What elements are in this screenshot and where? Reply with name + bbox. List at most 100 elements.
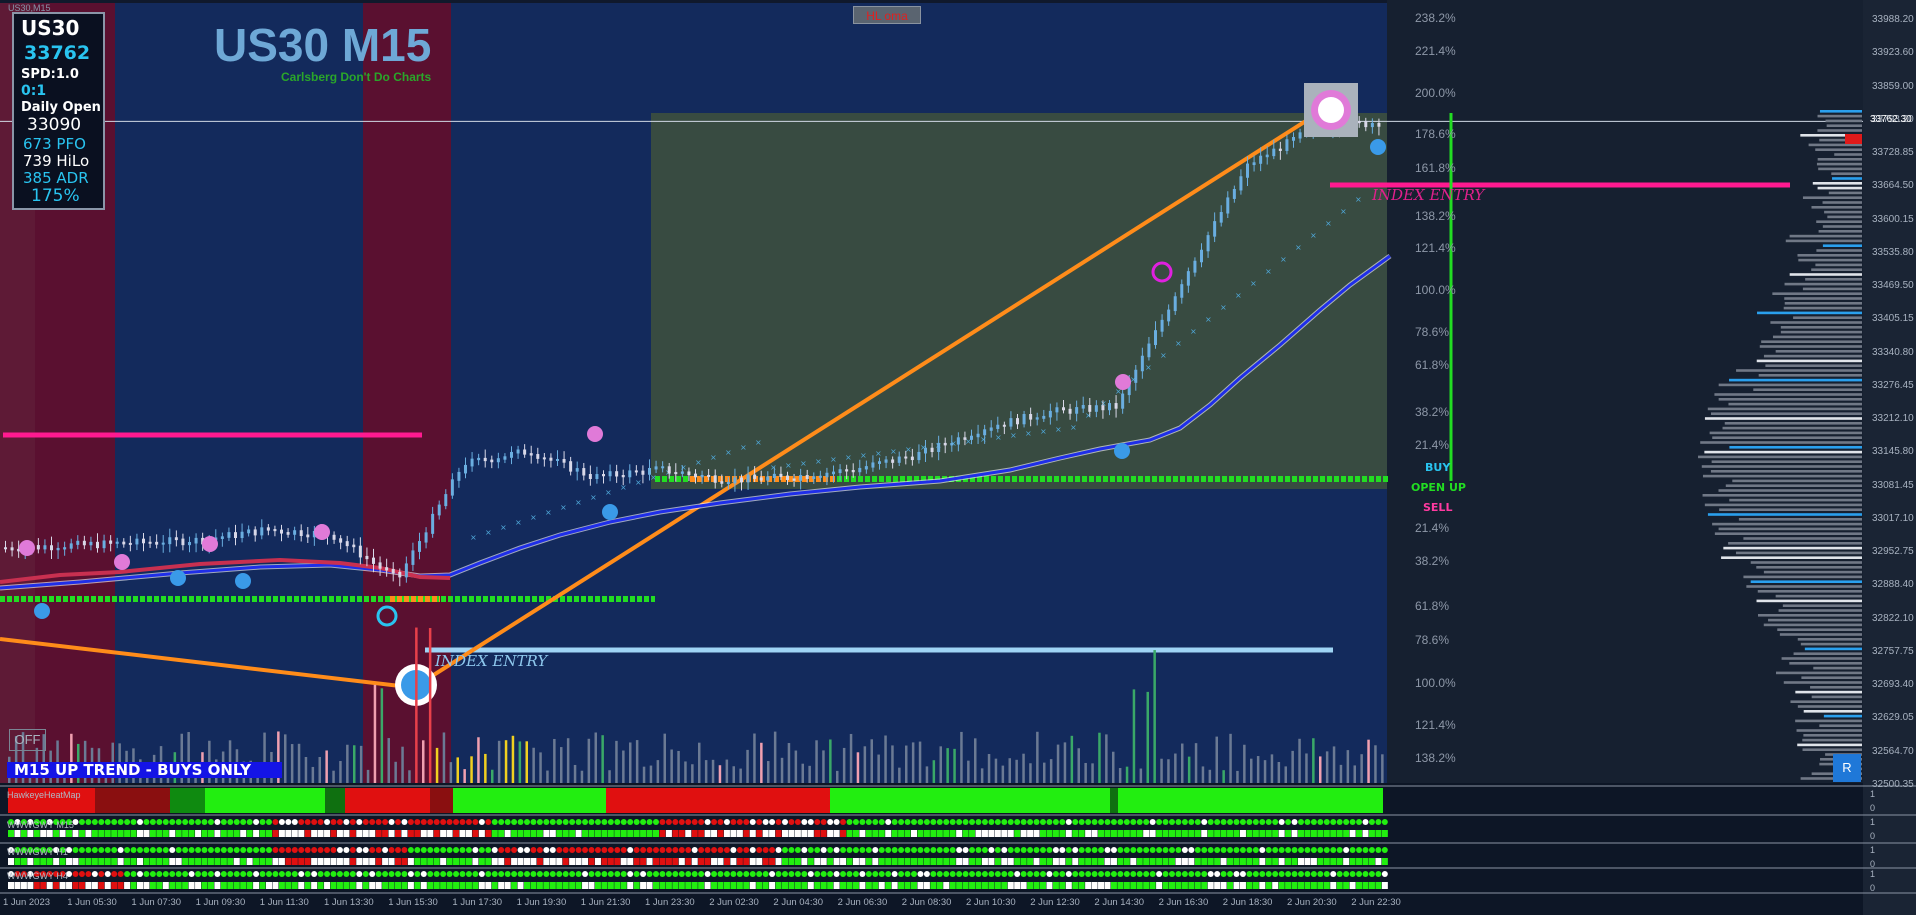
candle-body-170 — [1121, 393, 1125, 409]
candle-body-130 — [858, 467, 862, 473]
dots-h4-bot-171 — [1110, 882, 1117, 889]
dots-h1 — [8, 847, 1388, 865]
dots-m15-bot-115 — [749, 830, 756, 837]
off-button[interactable]: OFF — [9, 729, 46, 751]
dots-m15-bot-124 — [807, 830, 814, 837]
dots-h4-top-82 — [536, 871, 543, 877]
time-tick-19: 2 Jun 18:30 — [1222, 897, 1273, 908]
profile-bar-68 — [1712, 436, 1862, 439]
dots-h4-bot-22 — [149, 882, 156, 889]
dots-m15-bot-42 — [278, 830, 285, 837]
dots-m15-top-197 — [1278, 819, 1285, 825]
candle-body-38 — [253, 529, 257, 536]
volume-bar-176 — [1222, 770, 1225, 783]
dots-h1-bot-142 — [923, 858, 930, 865]
r-button[interactable]: R — [1833, 754, 1861, 782]
volume-bar-127 — [884, 735, 887, 783]
candle-body-36 — [240, 531, 244, 539]
dots-h1-bot-136 — [885, 858, 892, 865]
candle-body-96 — [634, 470, 638, 473]
candle-body-80 — [529, 453, 533, 456]
profile-bar-40 — [1784, 302, 1862, 305]
dots-h4-bot-156 — [1014, 882, 1021, 889]
dots-h1-top-114 — [743, 847, 750, 853]
profile-bar-81 — [1729, 498, 1862, 502]
dots-h1-top-39 — [259, 847, 266, 853]
dots-m15-top-22 — [149, 819, 156, 825]
volume-bar-59 — [415, 627, 418, 783]
dots-h4-top-16 — [111, 871, 118, 877]
dots-h1-top-17 — [117, 847, 124, 853]
dots-m15-top-112 — [730, 819, 737, 825]
dots-h1-top-188 — [1220, 847, 1227, 853]
candle-body-18 — [122, 541, 126, 545]
dots-m15-bot-151 — [981, 830, 988, 837]
dots-h4-top-162 — [1052, 871, 1059, 877]
candle-body-127 — [838, 469, 842, 474]
candle-body-24 — [161, 542, 165, 545]
time-tick-9: 1 Jun 21:30 — [580, 897, 631, 908]
candle-body-1 — [10, 547, 14, 551]
candle-body-188 — [1239, 176, 1243, 191]
candle-body-152 — [1002, 424, 1006, 427]
dots-h4-bot-106 — [691, 882, 698, 889]
dots-h1-top-180 — [1169, 847, 1175, 853]
dots-h1-bot-165 — [1072, 858, 1079, 865]
dots-h4-bot-49 — [324, 882, 331, 889]
dots-h4-top-177 — [1149, 871, 1156, 877]
dots-h1-bot-192 — [1246, 858, 1253, 865]
candle-body-98 — [648, 467, 651, 475]
sar-point-46: × — [1160, 351, 1167, 360]
dots-h1-top-5 — [40, 847, 47, 853]
volume-bar-178 — [1236, 770, 1239, 783]
dots-h4-bot-24 — [162, 882, 169, 889]
dots-m15-top-153 — [994, 819, 1001, 825]
dots-h1-bot-29 — [195, 858, 202, 865]
dots-m15-bot-72 — [472, 830, 479, 837]
dots-h4-top-85 — [556, 871, 563, 877]
dots-m15-bot-152 — [988, 830, 995, 837]
dots-h4-bot-197 — [1278, 882, 1285, 889]
profile-bar-116 — [1813, 666, 1862, 670]
volume-bar-179 — [1243, 744, 1246, 783]
dots-h4-bot-194 — [1259, 882, 1266, 889]
dots-h1-bot-148 — [962, 858, 969, 865]
volume-bar-185 — [1284, 766, 1287, 783]
dots-m15-bot-119 — [775, 830, 782, 837]
dots-h4-top-152 — [988, 871, 995, 877]
dots-h4-top-120 — [782, 871, 788, 877]
volume-bar-2 — [21, 732, 25, 783]
dots-h1-bot-143 — [930, 858, 937, 865]
hl-oma-button[interactable]: HL oma — [853, 6, 921, 24]
candle-body-81 — [536, 454, 540, 459]
profile-bar-88 — [1714, 532, 1862, 535]
dots-m15-bot-173 — [1123, 830, 1130, 837]
dots-h1-top-189 — [1227, 847, 1234, 853]
volume-bar-186 — [1291, 750, 1294, 783]
dots-h4-top-93 — [607, 871, 614, 877]
dots-h1-top-85 — [556, 847, 563, 853]
dots-h1-bot-52 — [343, 858, 350, 865]
heatmap-seg-8 — [606, 788, 830, 813]
dots-m15-bot-34 — [227, 830, 234, 837]
sar-point-52: × — [1250, 279, 1257, 288]
sar-point-14: × — [680, 463, 687, 472]
candle-body-118 — [779, 473, 783, 478]
candle-body-136 — [897, 456, 901, 463]
dots-m15-top-6 — [46, 819, 53, 825]
dots-m15-bot-193 — [1252, 830, 1259, 837]
dots-h4-bot-182 — [1181, 882, 1188, 889]
volume-bar-7 — [56, 740, 59, 783]
dots-m15-bot-129 — [840, 830, 847, 837]
dots-m15-bot-191 — [1239, 830, 1246, 837]
dots-h1-top-123 — [801, 847, 808, 853]
symbol-tab[interactable]: US30,M15 — [8, 3, 51, 13]
dots-h1-top-20 — [137, 847, 143, 853]
dots-m15-bot-147 — [956, 830, 963, 837]
profile-bar-72 — [1698, 455, 1862, 459]
candle-body-109 — [720, 481, 724, 484]
volume-bar-72 — [504, 740, 508, 783]
dots-h1-bot-169 — [1098, 858, 1105, 865]
dots-m15-bot-213 — [1381, 830, 1388, 837]
